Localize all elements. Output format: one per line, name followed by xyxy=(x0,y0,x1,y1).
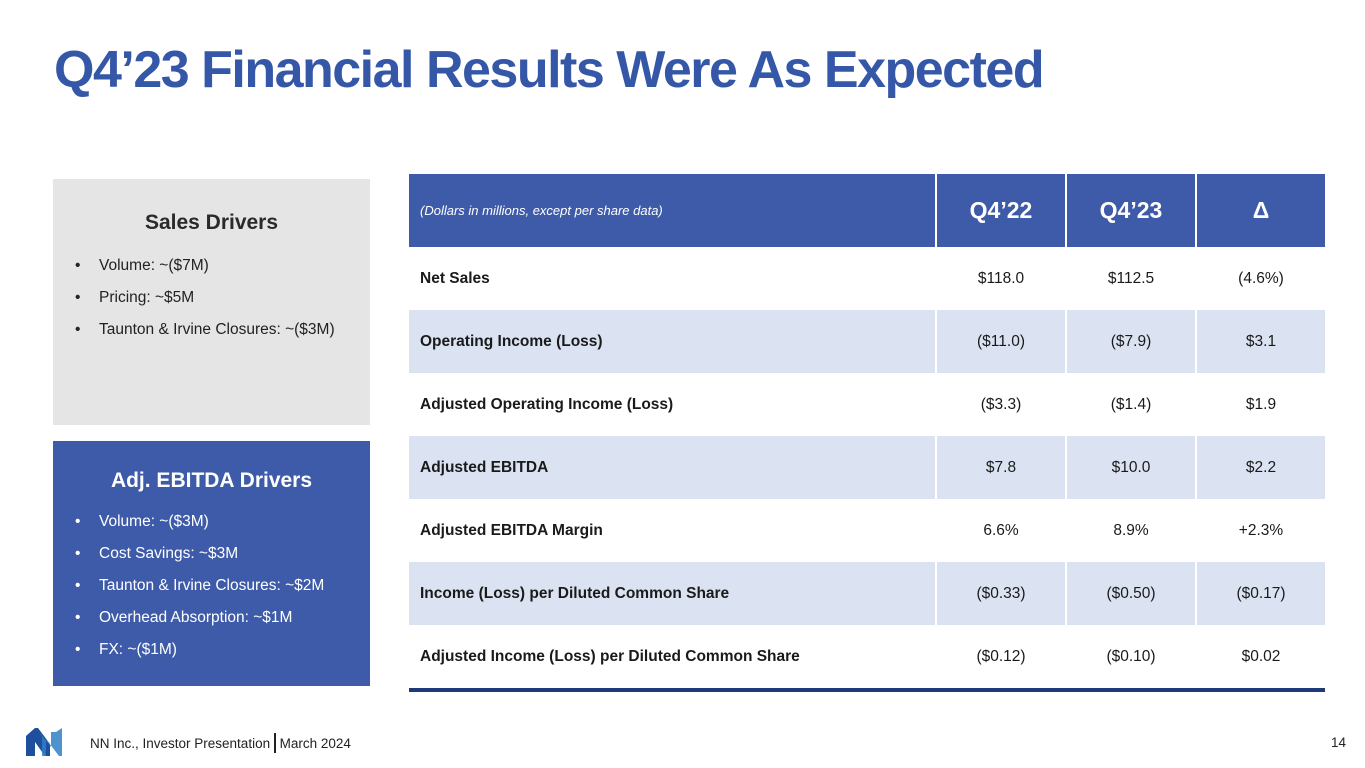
row-label: Adjusted Income (Loss) per Diluted Commo… xyxy=(409,625,937,692)
cell-q4-22: ($3.3) xyxy=(936,373,1067,436)
table-row: Adjusted Operating Income (Loss) ($3.3) … xyxy=(409,373,1325,436)
cell-q4-23: ($0.10) xyxy=(1066,625,1197,692)
cell-delta: +2.3% xyxy=(1196,499,1325,562)
cell-delta: $0.02 xyxy=(1196,625,1325,692)
table-header-row: (Dollars in millions, except per share d… xyxy=(409,174,1325,247)
cell-q4-23: ($1.4) xyxy=(1066,373,1197,436)
row-label: Income (Loss) per Diluted Common Share xyxy=(409,562,937,625)
footer-caption: NN Inc., Investor Presentation March 2024 xyxy=(90,733,351,754)
cell-delta: $3.1 xyxy=(1196,310,1325,373)
footer-date: March 2024 xyxy=(279,736,351,751)
ebitda-driver-volume: Volume: ~($3M) xyxy=(71,509,352,534)
financial-results-table: (Dollars in millions, except per share d… xyxy=(409,174,1325,692)
ebitda-drivers-heading: Adj. EBITDA Drivers xyxy=(110,469,313,492)
row-label: Operating Income (Loss) xyxy=(409,310,937,373)
cell-delta: (4.6%) xyxy=(1196,247,1325,310)
table-row: Adjusted Income (Loss) per Diluted Commo… xyxy=(409,625,1325,692)
sales-driver-pricing: Pricing: ~$5M xyxy=(71,285,352,310)
row-label: Net Sales xyxy=(409,247,937,310)
ebitda-drivers-box: Adj. EBITDA Drivers Volume: ~($3M) Cost … xyxy=(53,441,370,686)
cell-delta: $1.9 xyxy=(1196,373,1325,436)
cell-delta: $2.2 xyxy=(1196,436,1325,499)
cell-q4-23: ($0.50) xyxy=(1066,562,1197,625)
cell-q4-22: ($0.33) xyxy=(936,562,1067,625)
cell-q4-22: ($0.12) xyxy=(936,625,1067,692)
sales-drivers-list: Volume: ~($7M) Pricing: ~$5M Taunton & I… xyxy=(71,253,352,342)
footer-separator xyxy=(274,733,276,753)
column-header-delta: Δ xyxy=(1196,174,1325,247)
table-row: Income (Loss) per Diluted Common Share (… xyxy=(409,562,1325,625)
slide-title: Q4’23 Financial Results Were As Expected xyxy=(54,41,1045,99)
ebitda-driver-overhead: Overhead Absorption: ~$1M xyxy=(71,605,352,630)
cell-q4-23: $112.5 xyxy=(1066,247,1197,310)
column-header-q4-23: Q4’23 xyxy=(1066,174,1197,247)
table-row: Net Sales $118.0 $112.5 (4.6%) xyxy=(409,247,1325,310)
table-row: Adjusted EBITDA Margin 6.6% 8.9% +2.3% xyxy=(409,499,1325,562)
ebitda-driver-fx: FX: ~($1M) xyxy=(71,637,352,662)
cell-delta: ($0.17) xyxy=(1196,562,1325,625)
units-note: (Dollars in millions, except per share d… xyxy=(409,174,937,247)
ebitda-driver-cost-savings: Cost Savings: ~$3M xyxy=(71,541,352,566)
cell-q4-22: ($11.0) xyxy=(936,310,1067,373)
sales-drivers-heading: Sales Drivers xyxy=(144,211,279,234)
ebitda-drivers-list: Volume: ~($3M) Cost Savings: ~$3M Taunto… xyxy=(71,509,352,662)
table-row: Operating Income (Loss) ($11.0) ($7.9) $… xyxy=(409,310,1325,373)
row-label: Adjusted EBITDA Margin xyxy=(409,499,937,562)
sales-drivers-box: Sales Drivers Volume: ~($7M) Pricing: ~$… xyxy=(53,179,370,425)
table-row: Adjusted EBITDA $7.8 $10.0 $2.2 xyxy=(409,436,1325,499)
row-label: Adjusted EBITDA xyxy=(409,436,937,499)
cell-q4-23: $10.0 xyxy=(1066,436,1197,499)
cell-q4-23: 8.9% xyxy=(1066,499,1197,562)
cell-q4-23: ($7.9) xyxy=(1066,310,1197,373)
ebitda-driver-closures: Taunton & Irvine Closures: ~$2M xyxy=(71,573,352,598)
column-header-q4-22: Q4’22 xyxy=(936,174,1067,247)
page-number: 14 xyxy=(1330,735,1346,750)
nn-logo-icon xyxy=(26,728,62,756)
cell-q4-22: 6.6% xyxy=(936,499,1067,562)
sales-driver-volume: Volume: ~($7M) xyxy=(71,253,352,278)
sales-driver-closures: Taunton & Irvine Closures: ~($3M) xyxy=(71,317,352,342)
cell-q4-22: $7.8 xyxy=(936,436,1067,499)
footer-company: NN Inc., Investor Presentation xyxy=(90,736,271,751)
cell-q4-22: $118.0 xyxy=(936,247,1067,310)
row-label: Adjusted Operating Income (Loss) xyxy=(409,373,937,436)
